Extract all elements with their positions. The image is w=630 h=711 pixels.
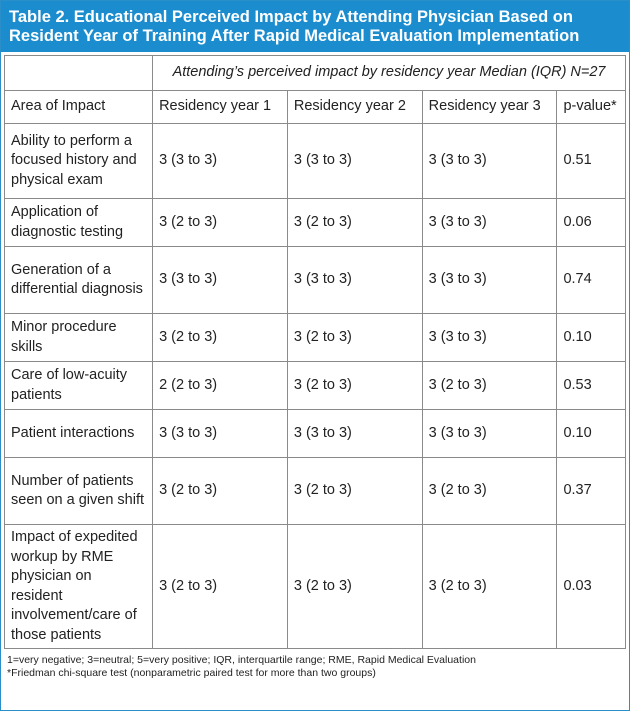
row-year-2-cell: 3 (3 to 3) (286, 246, 423, 314)
row-p-value-cell: 0.10 (556, 409, 626, 458)
impact-table: Attending’s perceived impact by residenc… (3, 55, 626, 649)
row-year-3-cell: 3 (2 to 3) (421, 524, 558, 649)
row-year-2-cell: 3 (2 to 3) (286, 457, 423, 525)
blank-corner-cell (3, 55, 154, 91)
row-p-value-cell: 0.06 (556, 198, 626, 247)
table-row: Care of low-acuity patients 2 (2 to 3) 3 (… (3, 361, 626, 410)
footnote-test: *Friedman chi-square test (nonparametric… (7, 667, 376, 679)
table-row: Number of patients seen on a given shift… (3, 457, 626, 525)
row-p-value-cell: 0.03 (556, 524, 626, 649)
row-year-2-cell: 3 (3 to 3) (286, 123, 423, 199)
row-year-1-cell: 3 (2 to 3) (152, 198, 288, 247)
column-header-year-3: Residency year 3 (421, 90, 558, 124)
row-year-1-cell: 3 (3 to 3) (152, 246, 288, 314)
row-year-1-cell: 3 (2 to 3) (152, 457, 288, 525)
row-area-cell: Impact of expedited workup by RME physic… (3, 524, 154, 649)
row-p-value-cell: 0.51 (556, 123, 626, 199)
column-header-p-value: p-value* (556, 90, 626, 124)
row-year-1-cell: 3 (2 to 3) (152, 313, 288, 362)
row-year-2-cell: 3 (2 to 3) (286, 198, 423, 247)
table-row: Application of diagnostic testing 3 (2 to… (3, 198, 626, 247)
table-row: Generation of a differential diagnosis 3 … (3, 246, 626, 314)
table-footnotes: 1=very negative; 3=neutral; 5=very posit… (1, 649, 629, 680)
row-p-value-cell: 0.37 (556, 457, 626, 525)
column-header-year-2: Residency year 2 (286, 90, 423, 124)
table-title: Table 2. Educational Perceived Impact by… (1, 1, 629, 52)
row-area-cell: Patient interactions (3, 409, 154, 458)
column-header-year-1: Residency year 1 (152, 90, 288, 124)
table-title-line-2: Resident Year of Training After Rapid Me… (9, 27, 580, 45)
row-year-1-cell: 2 (2 to 3) (152, 361, 288, 410)
row-year-3-cell: 3 (3 to 3) (421, 409, 558, 458)
row-area-cell: Minor procedure skills (3, 313, 154, 362)
row-area-cell: Care of low-acuity patients (3, 361, 154, 410)
row-year-1-cell: 3 (2 to 3) (152, 524, 288, 649)
row-year-3-cell: 3 (2 to 3) (421, 361, 558, 410)
table-row: Impact of expedited workup by RME physic… (3, 524, 626, 649)
row-year-2-cell: 3 (2 to 3) (286, 361, 423, 410)
row-year-3-cell: 3 (3 to 3) (421, 198, 558, 247)
column-header-area: Area of Impact (3, 90, 154, 124)
row-area-cell: Generation of a differential diagnosis (3, 246, 154, 314)
row-p-value-cell: 0.10 (556, 313, 626, 362)
row-area-cell: Ability to perform a focused history and… (3, 123, 154, 199)
row-year-1-cell: 3 (3 to 3) (152, 409, 288, 458)
row-p-value-cell: 0.53 (556, 361, 626, 410)
table-row: Patient interactions 3 (3 to 3) 3 (3 to 3)… (3, 409, 626, 458)
row-p-value-cell: 0.74 (556, 246, 626, 314)
row-year-3-cell: 3 (3 to 3) (421, 313, 558, 362)
row-year-2-cell: 3 (2 to 3) (286, 313, 423, 362)
row-year-1-cell: 3 (3 to 3) (152, 123, 288, 199)
table-row: Minor procedure skills 3 (2 to 3) 3 (2 to … (3, 313, 626, 362)
row-area-cell: Number of patients seen on a given shift (3, 457, 154, 525)
table-title-line-1: Table 2. Educational Perceived Impact by… (9, 8, 573, 26)
spanning-header-row: Attending’s perceived impact by residenc… (3, 55, 626, 91)
row-area-cell: Application of diagnostic testing (3, 198, 154, 247)
row-year-3-cell: 3 (2 to 3) (421, 457, 558, 525)
row-year-3-cell: 3 (3 to 3) (421, 123, 558, 199)
row-year-2-cell: 3 (3 to 3) (286, 409, 423, 458)
table-row: Ability to perform a focused history and… (3, 123, 626, 199)
footnote-scale: 1=very negative; 3=neutral; 5=very posit… (7, 654, 476, 666)
spanning-header: Attending’s perceived impact by residenc… (152, 55, 626, 91)
row-year-3-cell: 3 (3 to 3) (421, 246, 558, 314)
column-header-row: Area of Impact Residency year 1 Residenc… (3, 90, 626, 124)
row-year-2-cell: 3 (2 to 3) (286, 524, 423, 649)
